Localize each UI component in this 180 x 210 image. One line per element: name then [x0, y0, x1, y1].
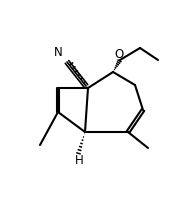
Text: N: N — [54, 46, 62, 59]
Text: O: O — [114, 47, 124, 60]
Text: H: H — [75, 155, 83, 168]
